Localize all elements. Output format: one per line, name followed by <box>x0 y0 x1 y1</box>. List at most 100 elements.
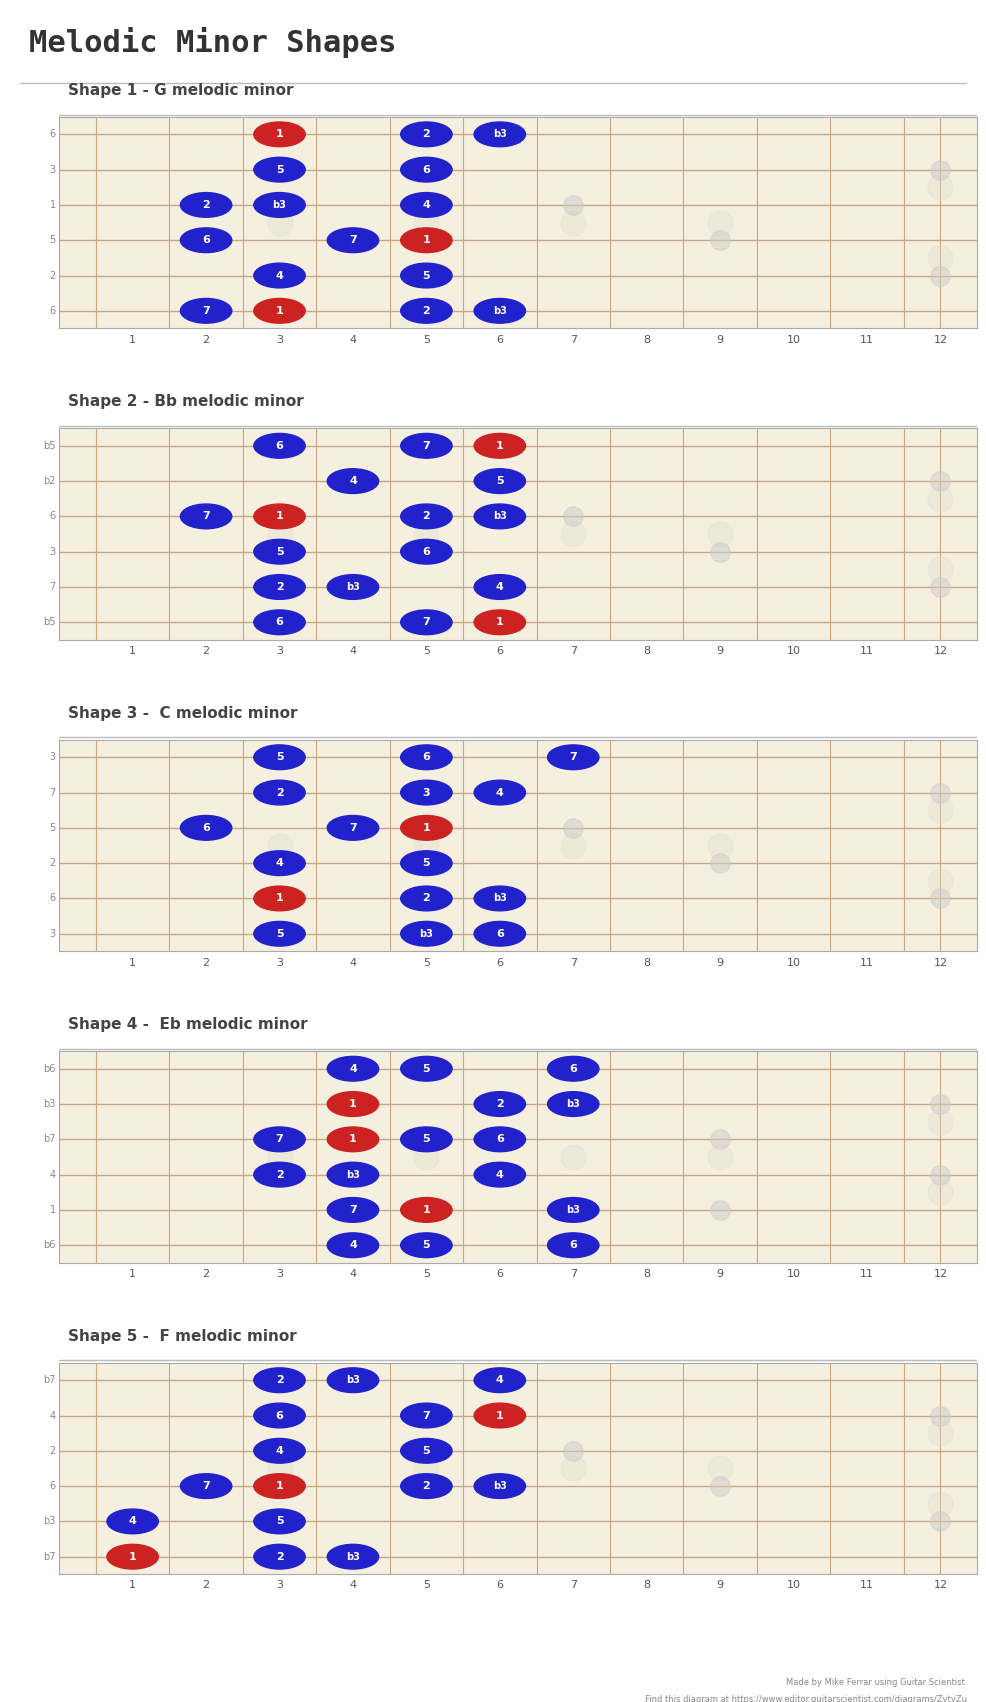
Text: 5: 5 <box>275 546 283 557</box>
Text: 6: 6 <box>275 441 283 451</box>
Text: 5: 5 <box>422 1241 430 1251</box>
Text: 2: 2 <box>275 582 283 592</box>
Text: 7: 7 <box>275 1134 283 1144</box>
Text: 5: 5 <box>422 958 430 967</box>
Text: 7: 7 <box>422 441 430 451</box>
Circle shape <box>106 1510 158 1534</box>
Circle shape <box>400 1127 452 1152</box>
Text: 6: 6 <box>496 335 503 344</box>
Text: 6: 6 <box>422 546 430 557</box>
Circle shape <box>253 264 305 288</box>
Text: 10: 10 <box>786 1581 800 1590</box>
Text: 5: 5 <box>422 647 430 655</box>
Text: 1: 1 <box>422 822 430 832</box>
Text: 2: 2 <box>422 894 430 904</box>
Circle shape <box>253 1544 305 1569</box>
Text: 4: 4 <box>495 1169 503 1179</box>
Text: 4: 4 <box>495 788 503 798</box>
Text: 4: 4 <box>128 1516 136 1527</box>
Circle shape <box>400 815 452 841</box>
Text: b3: b3 <box>492 306 506 317</box>
Text: b3: b3 <box>492 894 506 904</box>
Circle shape <box>253 540 305 563</box>
Text: 7: 7 <box>202 306 210 317</box>
Circle shape <box>253 1162 305 1186</box>
Text: 4: 4 <box>275 858 283 868</box>
Circle shape <box>253 887 305 911</box>
Text: 4: 4 <box>349 1581 356 1590</box>
Text: 2: 2 <box>202 1270 209 1278</box>
Text: 7: 7 <box>49 582 55 592</box>
Text: Shape 5 -  F melodic minor: Shape 5 - F melodic minor <box>68 1329 297 1343</box>
Text: 5: 5 <box>275 1516 283 1527</box>
Circle shape <box>473 609 525 635</box>
Text: 4: 4 <box>495 1375 503 1385</box>
Circle shape <box>253 851 305 875</box>
Circle shape <box>400 434 452 458</box>
Circle shape <box>253 192 305 218</box>
Text: 2: 2 <box>202 1581 209 1590</box>
Circle shape <box>253 1438 305 1464</box>
Text: 3: 3 <box>276 1270 283 1278</box>
Text: 2: 2 <box>202 335 209 344</box>
Circle shape <box>473 780 525 805</box>
Circle shape <box>327 468 379 494</box>
Circle shape <box>180 504 232 529</box>
Text: 5: 5 <box>422 858 430 868</box>
Text: 7: 7 <box>422 1411 430 1421</box>
Text: 1: 1 <box>129 335 136 344</box>
Text: 7: 7 <box>569 647 576 655</box>
Text: 2: 2 <box>49 858 55 868</box>
Text: 12: 12 <box>933 335 947 344</box>
Text: 6: 6 <box>49 306 55 317</box>
Text: 2: 2 <box>202 958 209 967</box>
Text: 10: 10 <box>786 335 800 344</box>
Text: 7: 7 <box>349 1205 357 1215</box>
Text: 2: 2 <box>275 1169 283 1179</box>
Text: 2: 2 <box>495 1099 503 1110</box>
Text: 1: 1 <box>49 1205 55 1215</box>
Text: 4: 4 <box>49 1169 55 1179</box>
Circle shape <box>400 228 452 252</box>
Circle shape <box>400 1057 452 1081</box>
Circle shape <box>400 123 452 146</box>
Circle shape <box>547 1057 599 1081</box>
Circle shape <box>327 1232 379 1258</box>
Text: 7: 7 <box>349 822 357 832</box>
Text: 6: 6 <box>49 1481 55 1491</box>
Text: Melodic Minor Shapes: Melodic Minor Shapes <box>30 27 396 58</box>
Text: b3: b3 <box>566 1099 580 1110</box>
Circle shape <box>547 1198 599 1222</box>
Text: 6: 6 <box>275 1411 283 1421</box>
Circle shape <box>180 228 232 252</box>
Text: 1: 1 <box>422 1205 430 1215</box>
Circle shape <box>327 1057 379 1081</box>
Text: 7: 7 <box>49 788 55 798</box>
Text: 1: 1 <box>129 958 136 967</box>
Text: 6: 6 <box>422 752 430 762</box>
Text: 8: 8 <box>643 335 650 344</box>
Circle shape <box>106 1544 158 1569</box>
Circle shape <box>327 1198 379 1222</box>
Text: Made by Mike Ferrar using Guitar Scientist.: Made by Mike Ferrar using Guitar Scienti… <box>785 1678 966 1687</box>
Text: b3: b3 <box>492 511 506 521</box>
Text: 1: 1 <box>275 511 283 521</box>
Circle shape <box>400 264 452 288</box>
Text: 5: 5 <box>496 477 503 487</box>
Text: 6: 6 <box>202 235 210 245</box>
Circle shape <box>253 609 305 635</box>
Text: 10: 10 <box>786 647 800 655</box>
Circle shape <box>473 298 525 323</box>
Text: 6: 6 <box>49 511 55 521</box>
Circle shape <box>400 887 452 911</box>
Text: Shape 4 -  Eb melodic minor: Shape 4 - Eb melodic minor <box>68 1018 308 1031</box>
Text: 8: 8 <box>643 1581 650 1590</box>
Text: 4: 4 <box>349 958 356 967</box>
Text: 12: 12 <box>933 1270 947 1278</box>
Text: 3: 3 <box>276 647 283 655</box>
Text: 10: 10 <box>786 1270 800 1278</box>
Text: 1: 1 <box>275 1481 283 1491</box>
Text: 1: 1 <box>495 1411 503 1421</box>
Text: Shape 2 - Bb melodic minor: Shape 2 - Bb melodic minor <box>68 395 304 408</box>
Text: 4: 4 <box>275 271 283 281</box>
